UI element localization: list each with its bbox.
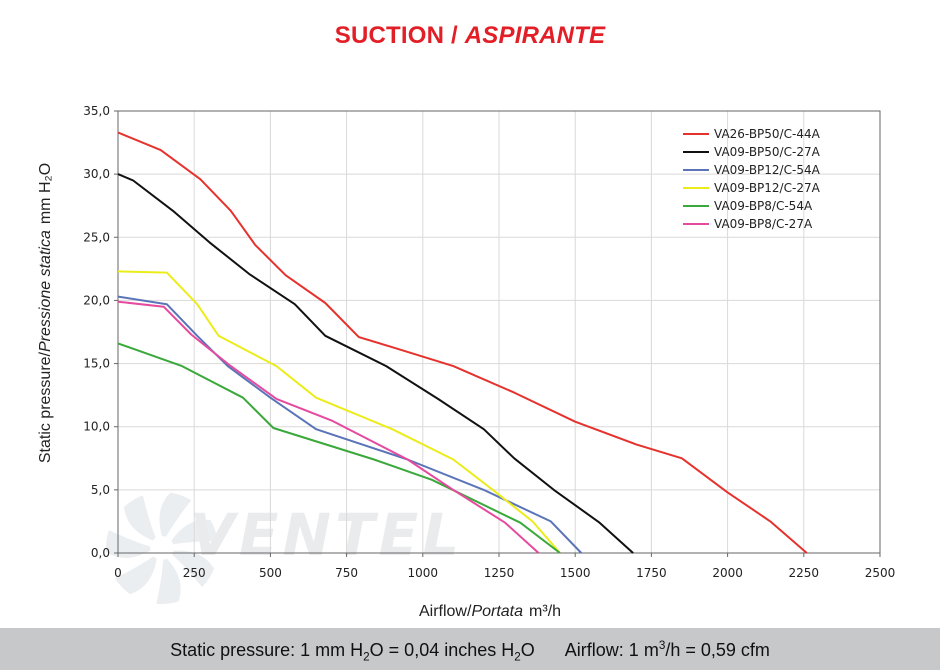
series-line-3	[117, 295, 583, 554]
legend-label: VA09-BP12/C-27A	[714, 181, 821, 195]
footer-bar: Static pressure: 1 mm H2O = 0,04 inches …	[0, 628, 940, 670]
fan-blade	[159, 492, 192, 537]
x-tick-label: 250	[183, 566, 206, 580]
legend-label: VA26-BP50/C-44A	[714, 127, 821, 141]
y-tick-label: 30,0	[83, 167, 110, 181]
y-tick-label: 35,0	[83, 104, 110, 118]
conversion-note: Static pressure: 1 mm H2O = 0,04 inches …	[0, 639, 940, 664]
legend-label: VA09-BP12/C-54A	[714, 163, 821, 177]
y-axis: 0,0 5,0 10,0 15,0 20,0 25,0 30,0 35,0	[83, 104, 118, 560]
y-tick-label: 25,0	[83, 230, 110, 244]
fan-blade	[156, 558, 181, 604]
fan-blade	[106, 530, 151, 558]
series-line-1	[117, 131, 808, 554]
fan-logo-icon	[106, 492, 218, 604]
x-tick-label: 2000	[712, 566, 743, 580]
x-axis: 0 250 500 750 1000 1250 1500 1750 2000 2250 2500	[114, 553, 895, 580]
x-tick-label: 1000	[408, 566, 439, 580]
series-line-5	[117, 342, 561, 554]
legend: VA26-BP50/C-44A VA09-BP50/C-27A VA09-BP12/…	[683, 127, 821, 231]
ventel-watermark-logo: VENTEL	[106, 492, 463, 604]
legend-label: VA09-BP8/C-54A	[714, 199, 813, 213]
legend-label: VA09-BP50/C-27A	[714, 145, 821, 159]
watermark-text: VENTEL	[190, 501, 463, 569]
plot-grid	[117, 110, 881, 554]
x-tick-label: 1500	[560, 566, 591, 580]
y-tick-label: 15,0	[83, 357, 110, 371]
series-line-6	[117, 300, 540, 554]
x-axis-label: Airflow/Portata m³/h	[419, 603, 561, 620]
series-line-2	[117, 173, 634, 554]
x-tick-label: 1750	[636, 566, 667, 580]
series-lines	[117, 131, 808, 554]
series-line-4	[117, 270, 561, 554]
x-tick-label: 0	[114, 566, 122, 580]
x-tick-label: 500	[259, 566, 282, 580]
x-tick-label: 2500	[865, 566, 896, 580]
x-tick-label: 750	[335, 566, 358, 580]
y-tick-label: 20,0	[83, 293, 110, 307]
airflow-conversion: Airflow: 1 m3/h = 0,59 cfm	[564, 639, 770, 660]
x-tick-label: 2250	[789, 566, 820, 580]
y-tick-label: 0,0	[91, 546, 110, 560]
chart: VENTEL 0 250 500 750 1000 1250 1500 1750 2000 225…	[37, 104, 895, 620]
y-tick-label: 10,0	[83, 420, 110, 434]
pressure-conversion: Static pressure: 1 mm H2O = 0,04 inches …	[170, 640, 535, 664]
fan-blade	[114, 556, 157, 595]
fan-blade	[123, 495, 156, 541]
y-axis-label: Static pressure/Pressione staticamm H₂O	[37, 163, 54, 463]
y-tick-label: 5,0	[91, 483, 110, 497]
fan-blade	[172, 550, 215, 588]
legend-label: VA09-BP8/C-27A	[714, 217, 813, 231]
chart-title: SUCTION / ASPIRANTE	[334, 22, 606, 49]
x-tick-label: 1250	[484, 566, 515, 580]
